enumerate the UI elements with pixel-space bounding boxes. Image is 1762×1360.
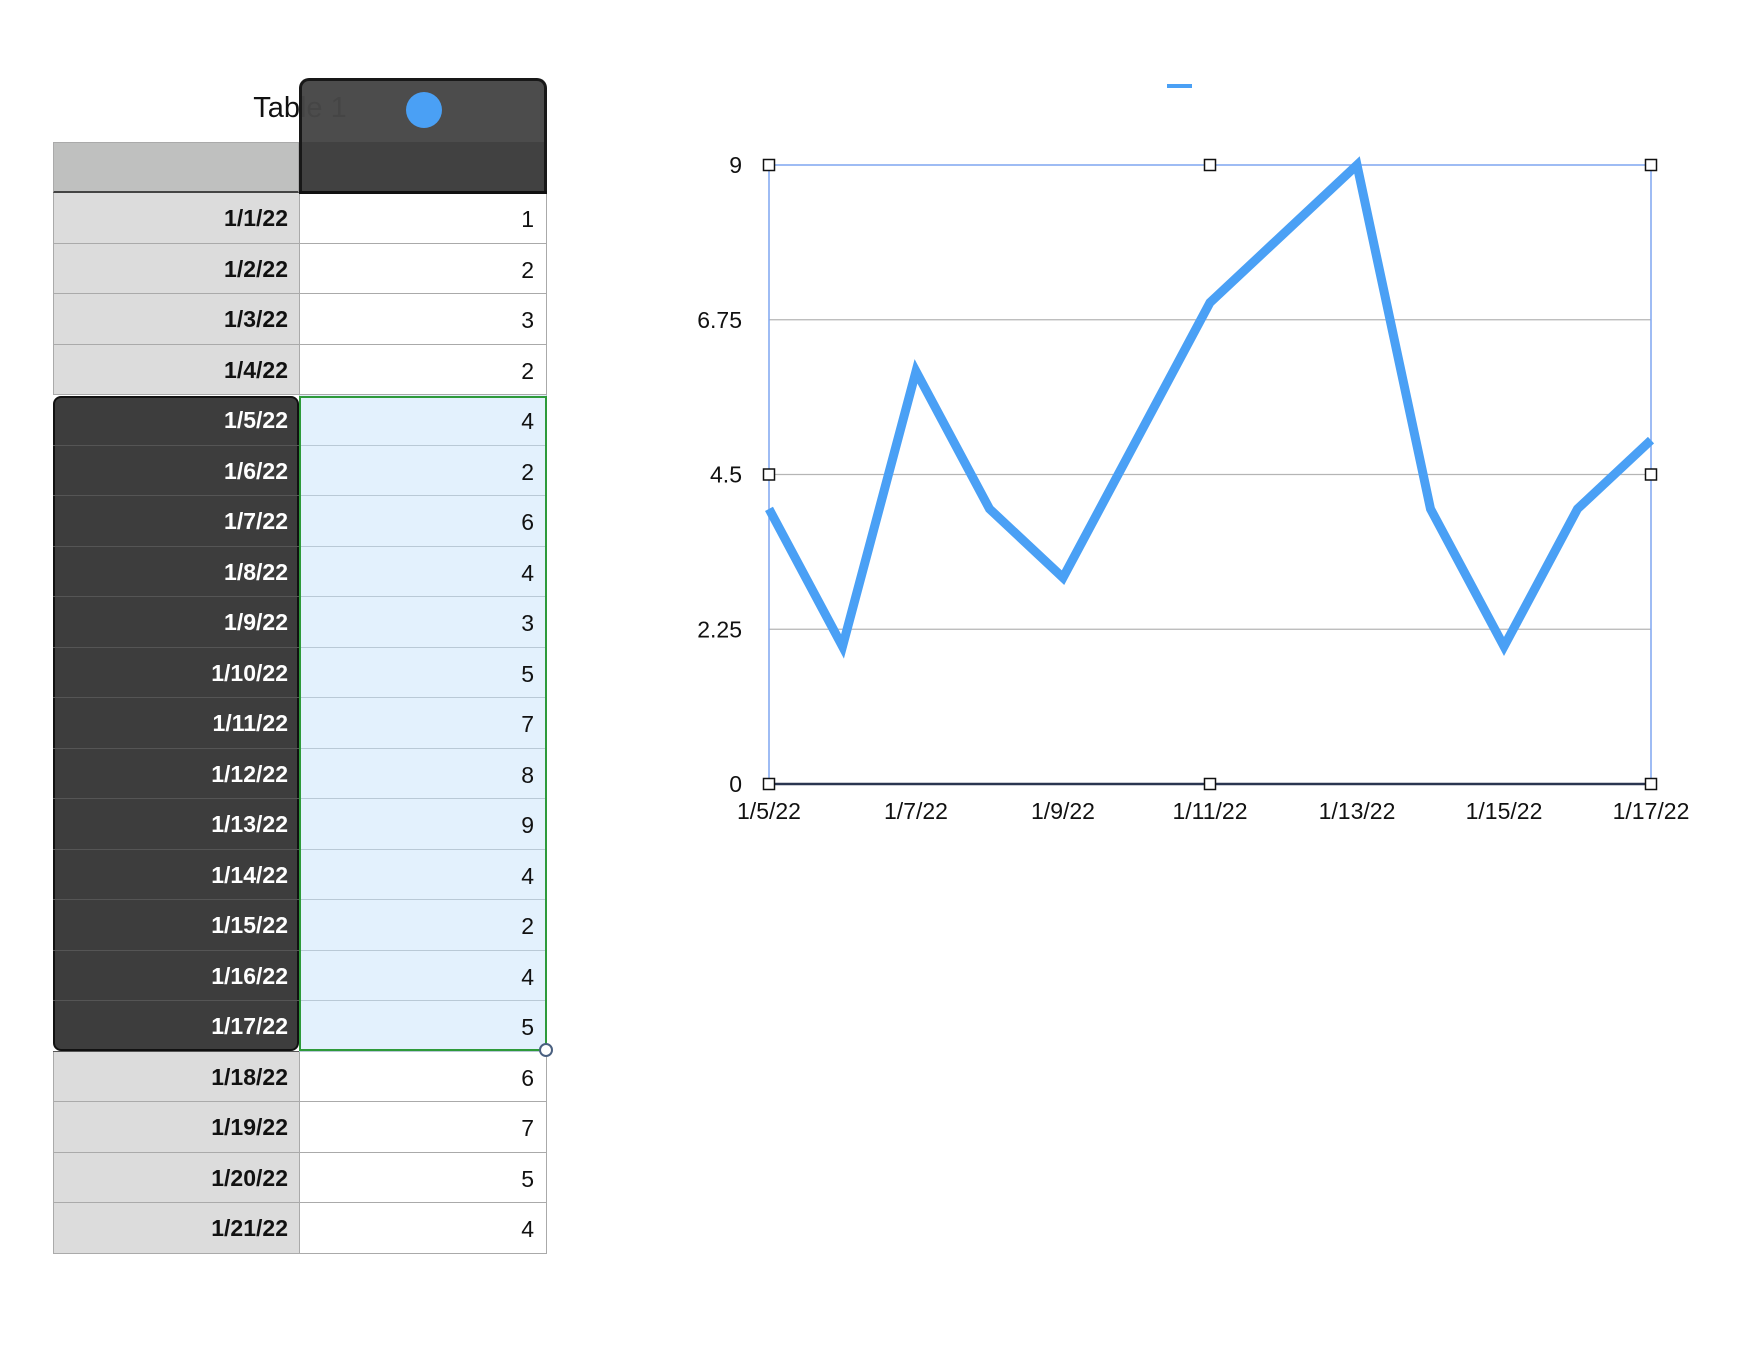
value-cell[interactable]: 6: [299, 496, 547, 547]
date-cell[interactable]: 1/9/22: [53, 597, 299, 648]
date-cell[interactable]: 1/11/22: [53, 698, 299, 749]
value-cell[interactable]: 9: [299, 799, 547, 850]
resize-handle[interactable]: [1203, 158, 1217, 172]
date-cell[interactable]: 1/5/22: [53, 395, 299, 446]
resize-handle[interactable]: [762, 468, 776, 481]
table-row: 1/1/22 1: [53, 193, 547, 244]
table-row: 1/16/22 4: [53, 950, 547, 1001]
value-cell[interactable]: 3: [299, 294, 547, 345]
value-cell[interactable]: 2: [299, 900, 547, 951]
table-row: 1/14/22 4: [53, 849, 547, 900]
header-divider: [299, 191, 547, 194]
table-row: 1/17/22 5: [53, 1001, 547, 1052]
table-row: 1/9/22 3: [53, 597, 547, 648]
value-cell[interactable]: 1: [299, 193, 547, 244]
date-cell[interactable]: 1/4/22: [53, 344, 299, 395]
y-tick-label: 0: [729, 771, 742, 797]
y-tick-label: 4.5: [710, 462, 742, 488]
value-cell[interactable]: 8: [299, 748, 547, 799]
value-cell[interactable]: 4: [299, 849, 547, 900]
table-row: 1/8/22 4: [53, 546, 547, 597]
table-row: 1/13/22 9: [53, 799, 547, 850]
value-cell[interactable]: 5: [299, 1152, 547, 1203]
selection-resize-handle[interactable]: [539, 1043, 553, 1057]
value-cell[interactable]: 2: [299, 243, 547, 294]
header-row-cell[interactable]: [53, 142, 299, 193]
x-tick-label: 1/5/22: [737, 798, 801, 824]
date-cell[interactable]: 1/16/22: [53, 951, 299, 1001]
date-cell[interactable]: 1/12/22: [53, 749, 299, 799]
resize-handle[interactable]: [1644, 777, 1658, 791]
resize-handle[interactable]: [762, 777, 776, 791]
date-cell[interactable]: 1/20/22: [53, 1152, 299, 1203]
date-cell[interactable]: 1/18/22: [53, 1051, 299, 1102]
resize-handle[interactable]: [1203, 777, 1217, 791]
date-cell[interactable]: 1/7/22: [53, 496, 299, 547]
date-cell[interactable]: 1/19/22: [53, 1102, 299, 1153]
table-row: 1/2/22 2: [53, 243, 547, 294]
y-tick-label: 6.75: [697, 307, 742, 333]
x-tick-label: 1/17/22: [1613, 798, 1690, 824]
table-row: 1/15/22 2: [53, 900, 547, 951]
date-cell[interactable]: 1/15/22: [53, 900, 299, 951]
x-tick-label: 1/11/22: [1172, 798, 1247, 824]
date-cell[interactable]: 1/14/22: [53, 850, 299, 900]
date-cell[interactable]: 1/13/22: [53, 799, 299, 850]
value-cell[interactable]: 6: [299, 1051, 547, 1102]
date-cell[interactable]: 1/2/22: [53, 243, 299, 294]
resize-handle[interactable]: [1644, 468, 1658, 481]
selected-row-headers: [53, 396, 299, 1051]
date-cell[interactable]: 1/6/22: [53, 446, 299, 496]
value-cell[interactable]: 2: [299, 344, 547, 395]
table-row: 1/18/22 6: [53, 1051, 547, 1102]
resize-handle[interactable]: [762, 158, 776, 172]
date-cell[interactable]: 1/8/22: [53, 547, 299, 597]
table-row: 1/7/22 6: [53, 496, 547, 547]
date-cell[interactable]: 1/17/22: [53, 1001, 299, 1052]
table-row: 1/4/22 2: [53, 344, 547, 395]
value-cell[interactable]: 4: [299, 1203, 547, 1254]
column-drag-handle[interactable]: [406, 92, 442, 128]
resize-handle[interactable]: [1644, 158, 1658, 172]
x-tick-label: 1/7/22: [884, 798, 948, 824]
x-tick-label: 1/15/22: [1466, 798, 1543, 824]
table-row: 1/3/22 3: [53, 294, 547, 345]
table-row: 1/11/22 7: [53, 698, 547, 749]
value-cell[interactable]: 3: [299, 597, 547, 648]
table-row: 1/21/22 4: [53, 1203, 547, 1254]
value-cell[interactable]: 4: [299, 950, 547, 1001]
x-tick-label: 1/9/22: [1031, 798, 1095, 824]
y-tick-label: 9: [729, 152, 742, 178]
date-cell[interactable]: 1/21/22: [53, 1203, 299, 1254]
value-cell[interactable]: 7: [299, 1102, 547, 1153]
table-row: 1/12/22 8: [53, 748, 547, 799]
date-cell[interactable]: 1/1/22: [53, 193, 299, 244]
table-row: 1/20/22 5: [53, 1152, 547, 1203]
value-cell[interactable]: 5: [299, 1001, 547, 1052]
y-tick-label: 2.25: [697, 616, 742, 642]
value-cell[interactable]: 4: [299, 546, 547, 597]
date-cell[interactable]: 1/10/22: [53, 648, 299, 698]
table-row: 1/19/22 7: [53, 1102, 547, 1153]
date-cell[interactable]: 1/3/22: [53, 294, 299, 345]
legend-swatch: [1167, 84, 1192, 88]
x-tick-label: 1/13/22: [1319, 798, 1396, 824]
series-line: [765, 156, 1655, 659]
